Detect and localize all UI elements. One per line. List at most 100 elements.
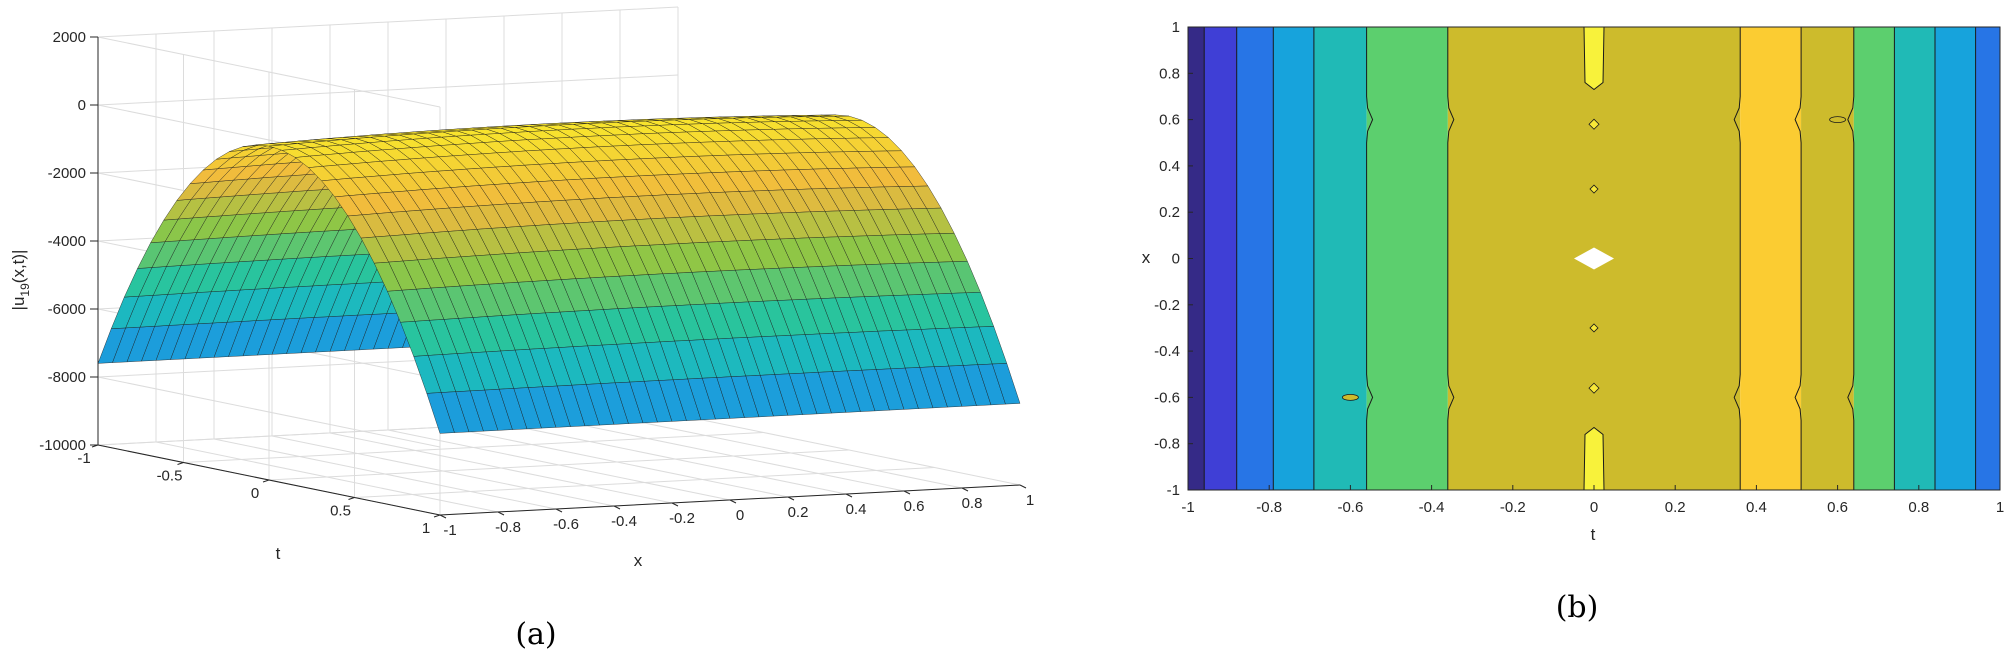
floor-grid-line — [354, 467, 935, 498]
contour-x-tick-label: 0 — [1590, 499, 1598, 516]
contour-band — [1975, 27, 2000, 490]
contour-line — [1847, 27, 1855, 490]
x-tick-mark — [729, 499, 737, 504]
contour-spike-bottom — [1583, 426, 1605, 491]
contour-x-tick-label: 0.4 — [1746, 499, 1767, 516]
contour-band — [1204, 27, 1237, 490]
contour-band — [1273, 27, 1314, 490]
contour-band — [1740, 27, 1802, 490]
x-tick-mark — [497, 511, 505, 516]
contour-y-tick-label: -0.8 — [1154, 436, 1180, 453]
contour-line — [1794, 27, 1802, 490]
contour-y-tick-label: 0.6 — [1159, 112, 1180, 129]
contour-plot-ticks: -1 -0.8 -0.6 -0.4 -0.2 0 0.2 0.4 0.6 0.8 1 1 0.8 0.6 0… — [1154, 19, 2004, 516]
contour-features — [1203, 26, 1977, 491]
t-tick-mark — [348, 497, 355, 500]
contour-x-tick-label: 0.8 — [1908, 499, 1929, 516]
z-tick-label: -10000 — [39, 437, 86, 454]
contour-y-tick-label: 0 — [1172, 251, 1180, 268]
surface-mesh — [97, 114, 1021, 434]
t-tick-mark — [433, 514, 441, 518]
t-tick-mark — [177, 462, 184, 465]
z-tick-label: -2000 — [48, 165, 86, 182]
x-tick-label: -0.4 — [611, 513, 637, 530]
z-axis-label: |u19(x,t)| — [9, 250, 32, 311]
x-tick-label: -0.8 — [495, 519, 521, 536]
x-tick-label: 0.8 — [962, 495, 983, 512]
contour-y-tick-label: 0.4 — [1159, 158, 1180, 175]
contour-y-tick-label: -0.2 — [1154, 297, 1180, 314]
z-tick-label: -8000 — [48, 369, 86, 386]
x-axis-label: x — [634, 551, 643, 570]
contour-band — [1935, 27, 1976, 490]
t-tick-mark — [91, 444, 99, 448]
contour-island — [1588, 118, 1600, 130]
x-tick-mark — [1019, 484, 1027, 489]
x-tick-mark — [439, 514, 447, 519]
contour-x-tick-label: 1 — [1996, 499, 2004, 516]
contour-x-tick-label: -0.2 — [1500, 499, 1526, 516]
wall-grid-line — [97, 376, 441, 448]
t-tick-label: 0 — [251, 485, 259, 502]
x-tick-mark — [903, 490, 911, 495]
contour-x-tick-label: -1 — [1181, 499, 1194, 516]
wall-grid-line — [97, 74, 679, 106]
contour-x-tick-label: -0.8 — [1256, 499, 1282, 516]
contour-line — [1733, 27, 1741, 490]
x-tick-mark — [961, 487, 969, 492]
contour-y-tick-label: 0.2 — [1159, 204, 1180, 221]
x-tick-label: 1 — [1026, 492, 1034, 509]
x-tick-mark — [787, 496, 795, 501]
contour-y-tick-label: 0.8 — [1159, 65, 1180, 82]
z-tick-label: -4000 — [48, 233, 86, 250]
x-tick-label: -1 — [443, 522, 456, 539]
contour-island — [1588, 382, 1600, 394]
contour-band — [1894, 27, 1936, 490]
z-tick-label: 0 — [78, 97, 86, 114]
t-tick-label: 1 — [422, 520, 430, 537]
x-axis-line — [439, 484, 1021, 516]
x-tick-label: -0.2 — [669, 510, 695, 527]
z-tick-label: -6000 — [48, 301, 86, 318]
x-tick-mark — [845, 493, 853, 498]
contour-band — [1801, 27, 1854, 490]
contour-island — [1589, 323, 1599, 333]
z-tick-label: 2000 — [53, 29, 86, 46]
contour-band — [1366, 27, 1448, 490]
x-tick-label: -0.6 — [553, 516, 579, 533]
surface-patch — [991, 363, 1021, 405]
contour-band — [1188, 27, 1205, 490]
contour-y-tick-label: -0.4 — [1154, 343, 1180, 360]
contour-x-axis-label: t — [1591, 525, 1596, 544]
x-tick-mark — [613, 505, 621, 510]
wall-grid-line — [97, 6, 679, 38]
contour-island — [1342, 393, 1359, 401]
floor-grid-line — [183, 432, 764, 463]
contour-y-tick-label: 1 — [1172, 19, 1180, 36]
t-tick-label: -1 — [77, 450, 90, 467]
x-tick-mark — [555, 508, 563, 513]
contour-plot-panel: -1 -0.8 -0.6 -0.4 -0.2 0 0.2 0.4 0.6 0.8 1 1 0.8 0.6 0… — [1142, 19, 2004, 544]
x-tick-label: 0.6 — [904, 498, 925, 515]
contour-x-tick-label: -0.4 — [1419, 499, 1445, 516]
contour-hole — [1574, 247, 1614, 270]
contour-y-axis-label: x — [1142, 248, 1151, 267]
contour-y-tick-label: -1 — [1167, 482, 1180, 499]
t-tick-label: 0.5 — [330, 503, 351, 520]
contour-line — [1366, 27, 1374, 490]
x-tick-label: 0.4 — [846, 501, 867, 518]
x-tick-mark — [671, 502, 679, 507]
t-tick-mark — [262, 479, 270, 483]
contour-spike-top — [1583, 26, 1605, 91]
contour-band — [1853, 27, 1895, 490]
x-tick-label: 0.2 — [788, 504, 809, 521]
contour-island — [1589, 184, 1599, 194]
t-axis-label: t — [276, 544, 281, 563]
t-axis-line — [97, 444, 441, 516]
contour-y-tick-label: -0.6 — [1154, 389, 1180, 406]
contour-x-tick-label: 0.2 — [1665, 499, 1686, 516]
caption-b: (b) — [1556, 590, 1599, 625]
